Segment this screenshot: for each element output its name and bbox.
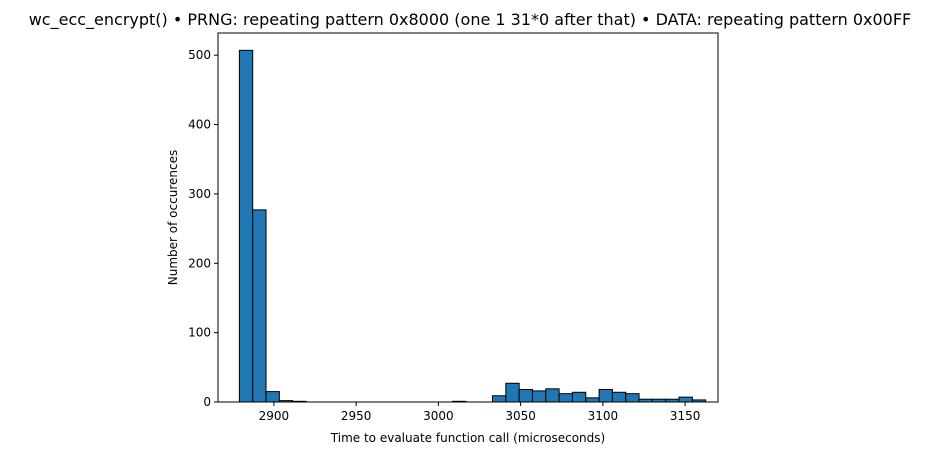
y-tick-label: 100 (188, 326, 211, 340)
histogram-bar (598, 389, 613, 403)
y-axis-label: Number of occurences (166, 150, 180, 285)
x-axis-ticks: 2900 2950 3000 3050 3100 3150 (259, 402, 701, 423)
y-tick-label: 400 (188, 118, 211, 132)
x-tick-label: 3000 (423, 409, 454, 423)
x-tick-label: 2900 (259, 409, 290, 423)
x-axis-label: Time to evaluate function call (microsec… (330, 431, 605, 445)
plot-area: 2900 2950 3000 3050 3100 3150 0 100 200 300 400 50… (188, 32, 719, 423)
histogram-bar (238, 49, 254, 403)
histogram-bar (545, 388, 560, 403)
y-tick-label: 0 (203, 395, 211, 409)
axes-frame (217, 32, 719, 403)
x-tick-label: 2950 (341, 409, 372, 423)
x-tick-label: 3150 (670, 409, 701, 423)
chart-title: wc_ecc_encrypt() • PRNG: repeating patte… (29, 10, 912, 30)
histogram-bar (252, 209, 267, 403)
y-tick-label: 300 (188, 187, 211, 201)
histogram-bar (571, 391, 587, 403)
histogram-bar (492, 395, 507, 403)
bars (238, 49, 707, 403)
histogram-bar (531, 390, 547, 403)
histogram-bar (505, 382, 520, 403)
y-tick-label: 500 (188, 48, 211, 62)
histogram-bar (585, 397, 600, 403)
histogram-bar (265, 391, 280, 403)
histogram-bar (678, 396, 693, 403)
histogram-bar (518, 389, 533, 403)
y-axis-ticks: 0 100 200 300 400 500 (188, 48, 218, 409)
histogram-bar (625, 393, 640, 403)
histogram-bar (558, 393, 573, 403)
histogram-bar (611, 391, 627, 403)
x-tick-label: 3050 (505, 409, 536, 423)
y-tick-label: 200 (188, 256, 211, 270)
x-tick-label: 3100 (588, 409, 619, 423)
